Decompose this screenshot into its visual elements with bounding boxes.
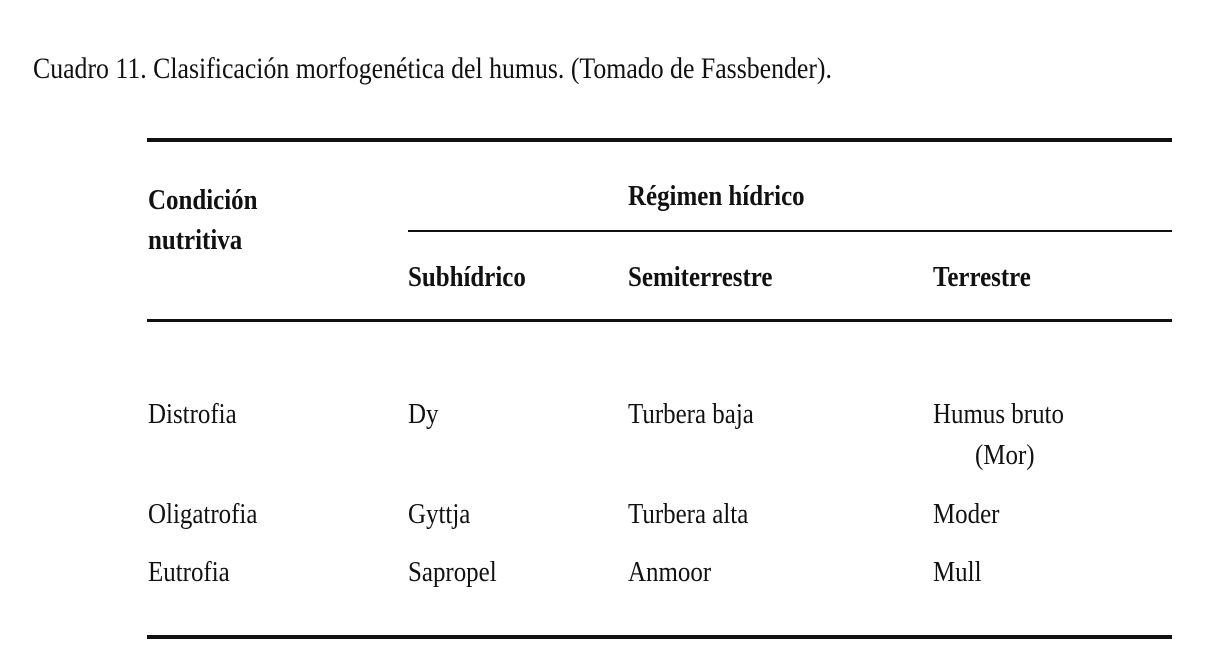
table-cell: (Mor)	[975, 439, 1035, 471]
table-cell: Gyttja	[408, 498, 471, 530]
group-rule	[408, 230, 1172, 232]
table-cell: Sapropel	[408, 556, 497, 588]
top-rule	[147, 138, 1172, 142]
condition-cell: Eutrofia	[148, 556, 230, 588]
condition-cell: Oligatrofia	[148, 498, 258, 530]
table-cell: Moder	[933, 498, 1000, 530]
group-header: Régimen hídrico	[628, 180, 805, 212]
table-cell: Anmoor	[628, 556, 712, 588]
column-header-subhidrico: Subhídrico	[408, 261, 526, 293]
header-rule	[147, 319, 1172, 322]
condition-cell: Distrofia	[148, 398, 237, 430]
table-caption: Cuadro 11. Clasificación morfogenética d…	[33, 52, 832, 85]
column-header-semiterrestre: Semiterrestre	[628, 261, 773, 293]
table-cell: Turbera alta	[628, 498, 749, 530]
column-header-terrestre: Terrestre	[933, 261, 1031, 293]
table-cell: Dy	[408, 398, 439, 430]
table-cell: Turbera baja	[628, 398, 754, 430]
table-cell: Humus bruto	[933, 398, 1064, 430]
row-header-line1: Condición	[148, 184, 258, 216]
row-header-line2: nutritiva	[148, 224, 243, 256]
bottom-rule	[147, 635, 1172, 639]
table-cell: Mull	[933, 556, 982, 588]
